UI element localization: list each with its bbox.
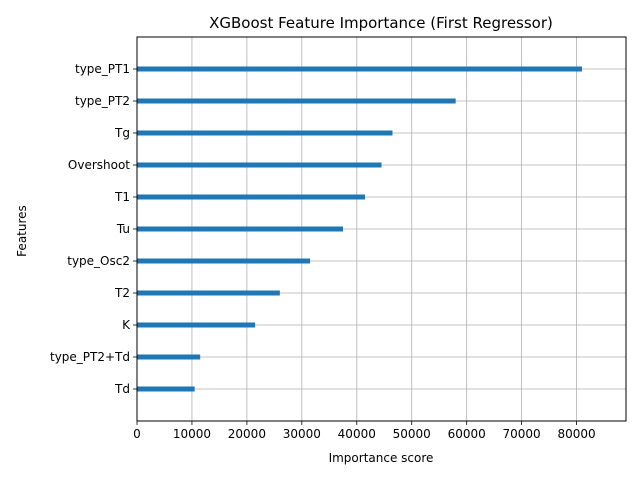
- bar-Tg: [137, 130, 393, 136]
- x-tick-label: 10000: [173, 427, 211, 441]
- y-axis-ticks: type_PT1 type_PT2 Tg Overshoot T1 Tu type_Osc2…: [50, 62, 137, 396]
- x-axis-label: Importance score: [329, 451, 434, 465]
- y-tick-label: T2: [114, 286, 130, 300]
- y-tick-label: type_PT1: [75, 62, 130, 76]
- y-tick-label: type_Osc2: [67, 254, 130, 268]
- bar-T1: [137, 194, 366, 200]
- x-tick-label: 20000: [228, 427, 266, 441]
- bar-type_PT2: [137, 98, 456, 104]
- y-tick-label: T1: [114, 190, 130, 204]
- x-tick-label: 60000: [448, 427, 486, 441]
- x-axis-ticks: 0 10000 20000 30000 40000 50000 60000 70000 8000…: [133, 421, 596, 441]
- y-tick-label: type_PT2: [75, 94, 130, 108]
- x-tick-label: 0: [133, 427, 141, 441]
- x-tick-label: 50000: [393, 427, 431, 441]
- y-tick-label: K: [122, 318, 131, 332]
- x-tick-label: 30000: [283, 427, 321, 441]
- bar-type_PT2+Td: [137, 354, 201, 360]
- bar-Tu: [137, 226, 344, 232]
- chart-title: XGBoost Feature Importance (First Regres…: [209, 14, 553, 32]
- y-tick-label: Tu: [116, 222, 130, 236]
- x-tick-label: 80000: [557, 427, 595, 441]
- bar-K: [137, 322, 256, 328]
- y-tick-label: Overshoot: [68, 158, 130, 172]
- bar-T2: [137, 290, 280, 296]
- bar-type_Osc2: [137, 258, 311, 264]
- bar-Overshoot: [137, 162, 382, 168]
- x-tick-label: 40000: [338, 427, 376, 441]
- y-tick-label: Td: [114, 382, 130, 396]
- bars: [137, 66, 583, 392]
- y-tick-label: type_PT2+Td: [50, 350, 130, 364]
- y-axis-label: Features: [15, 205, 29, 257]
- x-tick-label: 70000: [503, 427, 541, 441]
- y-tick-label: Tg: [114, 126, 130, 140]
- bar-type_PT1: [137, 66, 583, 72]
- bar-Td: [137, 386, 195, 392]
